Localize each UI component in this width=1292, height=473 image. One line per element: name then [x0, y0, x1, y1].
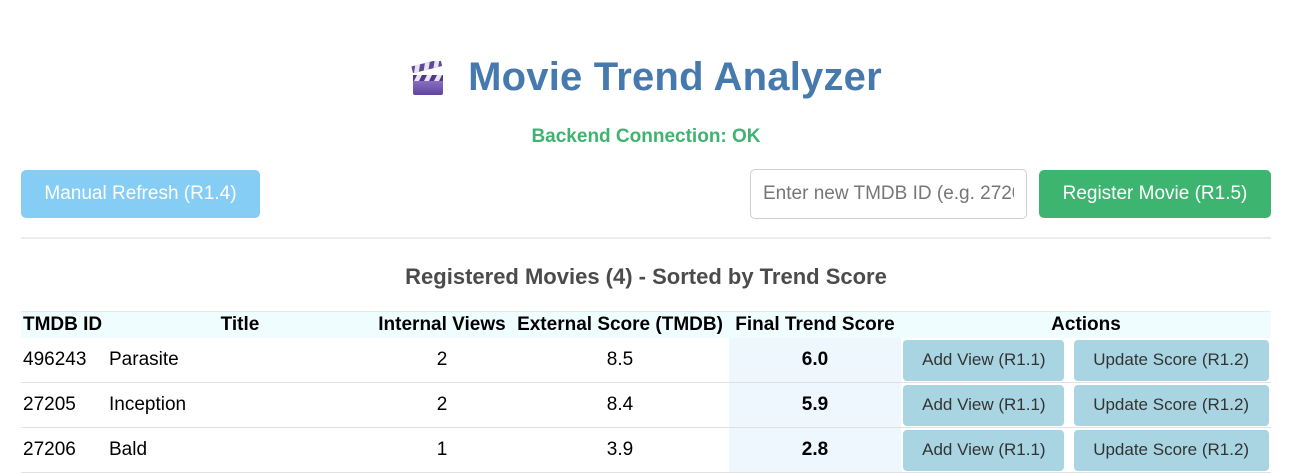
table-header-row: TMDB ID Title Internal Views External Sc… [21, 311, 1271, 338]
add-view-button[interactable]: Add View (R1.1) [903, 339, 1065, 381]
movies-table: TMDB ID Title Internal Views External Sc… [21, 311, 1271, 473]
column-header-final-trend-score: Final Trend Score [729, 311, 901, 338]
update-score-button[interactable]: Update Score (R1.2) [1073, 339, 1269, 381]
table-row: 27205 Inception 2 8.4 5.9 Add View (R1.1… [21, 382, 1271, 428]
title-cell: Parasite [107, 338, 373, 383]
final-trend-score-cell: 6.0 [729, 338, 901, 383]
movies-heading: Registered Movies (4) - Sorted by Trend … [405, 264, 887, 289]
tmdb-id-cell: 27205 [21, 382, 107, 428]
app-title: Movie Trend Analyzer [468, 54, 882, 99]
add-view-button[interactable]: Add View (R1.1) [903, 429, 1065, 471]
column-header-actions: Actions [901, 311, 1271, 338]
column-header-tmdb-id: TMDB ID [21, 311, 107, 338]
update-score-button[interactable]: Update Score (R1.2) [1073, 429, 1269, 471]
table-row: 496243 Parasite 2 8.5 6.0 Add View (R1.1… [21, 338, 1271, 383]
backend-status: Backend Connection: OK [531, 126, 761, 147]
update-score-button[interactable]: Update Score (R1.2) [1073, 384, 1269, 426]
internal-views-cell: 2 [373, 338, 511, 383]
column-header-external-score: External Score (TMDB) [511, 311, 729, 338]
final-trend-score-cell: 5.9 [729, 382, 901, 428]
actions-cell: Add View (R1.1) Update Score (R1.2) [901, 338, 1271, 383]
external-score-cell: 8.5 [511, 338, 729, 383]
tmdb-id-input[interactable] [750, 169, 1027, 219]
external-score-cell: 8.4 [511, 382, 729, 428]
add-view-button[interactable]: Add View (R1.1) [903, 384, 1065, 426]
external-score-cell: 3.9 [511, 427, 729, 473]
column-header-title: Title [107, 311, 373, 338]
register-movie-button[interactable]: Register Movie (R1.5) [1039, 170, 1271, 218]
table-row: 27206 Bald 1 3.9 2.8 Add View (R1.1) Upd… [21, 427, 1271, 473]
manual-refresh-button[interactable]: Manual Refresh (R1.4) [21, 170, 260, 218]
internal-views-cell: 1 [373, 427, 511, 473]
divider [21, 237, 1271, 239]
app-header: Movie Trend Analyzer [0, 50, 1292, 104]
tmdb-id-cell: 496243 [21, 338, 107, 383]
tmdb-id-cell: 27206 [21, 427, 107, 473]
title-cell: Inception [107, 382, 373, 428]
final-trend-score-cell: 2.8 [729, 427, 901, 473]
clapper-board-icon [411, 61, 444, 95]
column-header-internal-views: Internal Views [373, 311, 511, 338]
actions-cell: Add View (R1.1) Update Score (R1.2) [901, 427, 1271, 473]
title-cell: Bald [107, 427, 373, 473]
internal-views-cell: 2 [373, 382, 511, 428]
actions-cell: Add View (R1.1) Update Score (R1.2) [901, 382, 1271, 428]
